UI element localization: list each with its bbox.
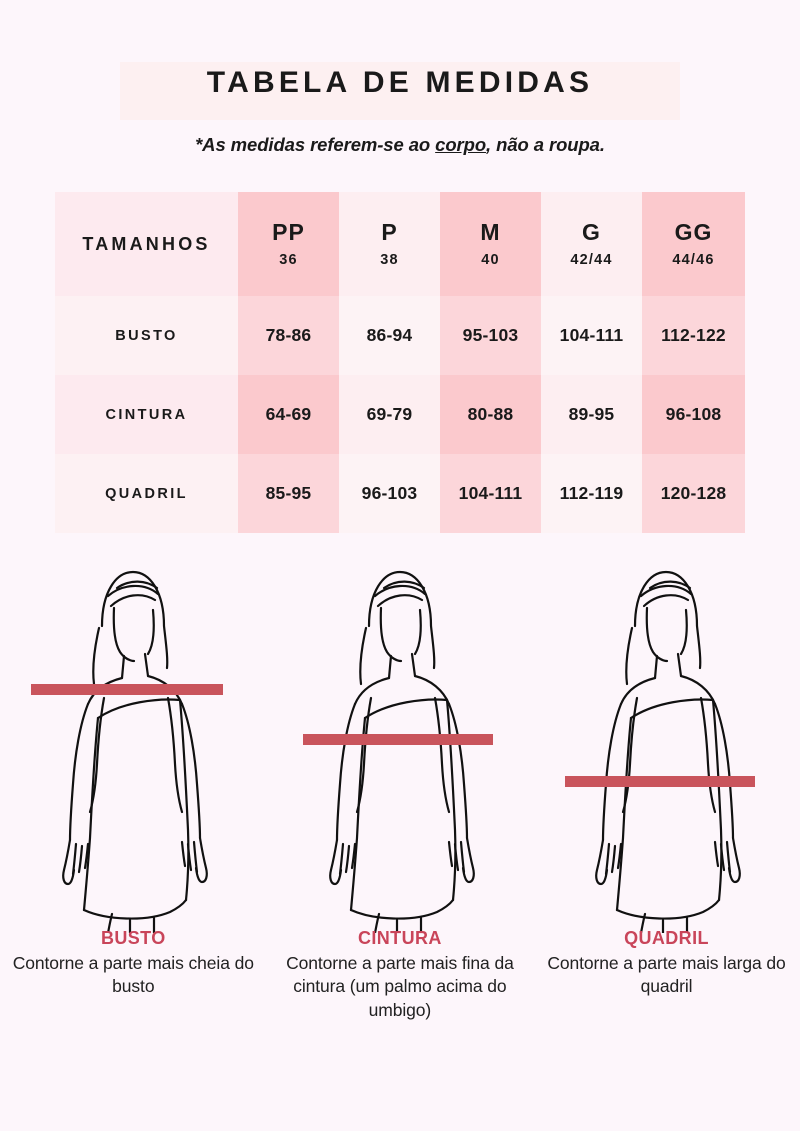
size-number: 44/46: [672, 252, 715, 269]
table-cell: 69-79: [339, 375, 440, 454]
table-cell: 80-88: [440, 375, 541, 454]
measure-value: 78-86: [265, 325, 312, 345]
page-title: TABELA DE MEDIDAS: [206, 66, 594, 99]
waist-measurement-band: [302, 734, 493, 745]
measure-value: 112-122: [661, 325, 726, 345]
figure-cintura: [267, 548, 534, 938]
caption-body: Contorne a parte mais cheia do busto: [12, 953, 254, 997]
table-cell: 112-119: [541, 454, 642, 533]
figure-busto: [0, 548, 267, 938]
size-letter: P: [381, 218, 398, 245]
caption-quadril: QUADRIL Contorne a parte mais larga do q…: [533, 928, 800, 1022]
size-letter: PP: [272, 218, 305, 245]
measure-value: 95-103: [462, 325, 519, 345]
table-cell: 104-111: [541, 296, 642, 375]
caption-title: QUADRIL: [624, 928, 709, 948]
table-cell: 64-69: [238, 375, 339, 454]
size-header-m: M 40: [440, 192, 541, 296]
caption-body: Contorne a parte mais larga do quadril: [547, 953, 786, 997]
size-letter: G: [582, 218, 601, 245]
title-background-band: [120, 62, 680, 120]
measure-value: 86-94: [366, 325, 413, 345]
woman-figure-hip-icon: [565, 570, 756, 933]
table-cell: 78-86: [238, 296, 339, 375]
measure-value: 96-108: [665, 404, 722, 424]
measure-value: 104-111: [559, 325, 624, 345]
size-header-g: G 42/44: [541, 192, 642, 296]
size-number: 38: [380, 252, 399, 269]
woman-figure-bust-icon: [31, 570, 224, 933]
measure-value: 80-88: [467, 404, 514, 424]
bust-measurement-band: [31, 684, 224, 695]
caption-title: BUSTO: [100, 928, 166, 948]
page-subtitle: *As medidas referem-se ao corpo, não a r…: [0, 134, 800, 156]
table-row-header-busto: BUSTO: [55, 296, 238, 375]
size-letter: M: [480, 218, 501, 245]
tamanhos-label: TAMANHOS: [82, 233, 211, 254]
row-label: BUSTO: [115, 327, 178, 344]
table-cell: 96-108: [642, 375, 745, 454]
size-header-gg: GG 44/46: [642, 192, 745, 296]
table-row-header-cintura: CINTURA: [55, 375, 238, 454]
size-header-p: P 38: [339, 192, 440, 296]
caption-cintura: CINTURA Contorne a parte mais fina da ci…: [267, 928, 534, 1022]
table-cell: 120-128: [642, 454, 745, 533]
measure-value: 112-119: [559, 483, 624, 503]
size-number: 40: [481, 252, 500, 269]
table-row-header-quadril: QUADRIL: [55, 454, 238, 533]
subtitle-part-1: *As medidas referem-se ao: [195, 134, 436, 155]
caption-title: CINTURA: [357, 928, 442, 948]
table-cell: 86-94: [339, 296, 440, 375]
size-number: 42/44: [570, 252, 613, 269]
measure-value: 96-103: [361, 483, 418, 503]
size-header-pp: PP 36: [238, 192, 339, 296]
size-letter: GG: [674, 218, 713, 245]
table-cell: 95-103: [440, 296, 541, 375]
measure-value: 120-128: [660, 483, 727, 503]
figure-quadril: [533, 548, 800, 938]
row-label: CINTURA: [105, 406, 188, 423]
measure-value: 104-111: [458, 483, 523, 503]
measure-value: 64-69: [265, 404, 312, 424]
caption-group: BUSTO Contorne a parte mais cheia do bus…: [0, 928, 800, 1022]
row-label: QUADRIL: [105, 485, 188, 502]
hip-measurement-band: [565, 776, 756, 787]
measure-value: 89-95: [568, 404, 615, 424]
measure-value: 85-95: [265, 483, 312, 503]
figure-illustrations: [0, 548, 800, 938]
measure-value: 69-79: [366, 404, 413, 424]
caption-body: Contorne a parte mais fina da cintura (u…: [286, 953, 514, 1020]
table-cell: 112-122: [642, 296, 745, 375]
caption-busto: BUSTO Contorne a parte mais cheia do bus…: [0, 928, 267, 1022]
woman-figure-waist-icon: [302, 570, 493, 933]
subtitle-part-2: , não a roupa.: [486, 134, 605, 155]
table-cell: 89-95: [541, 375, 642, 454]
subtitle-emphasis: corpo: [435, 134, 487, 155]
table-cell: 104-111: [440, 454, 541, 533]
table-corner-cell: TAMANHOS: [55, 192, 238, 296]
table-cell: 96-103: [339, 454, 440, 533]
size-chart-table: TAMANHOS PP 36 P 38 M 40 G 42/44 GG 44/4…: [55, 192, 745, 533]
size-number: 36: [279, 252, 298, 269]
table-cell: 85-95: [238, 454, 339, 533]
